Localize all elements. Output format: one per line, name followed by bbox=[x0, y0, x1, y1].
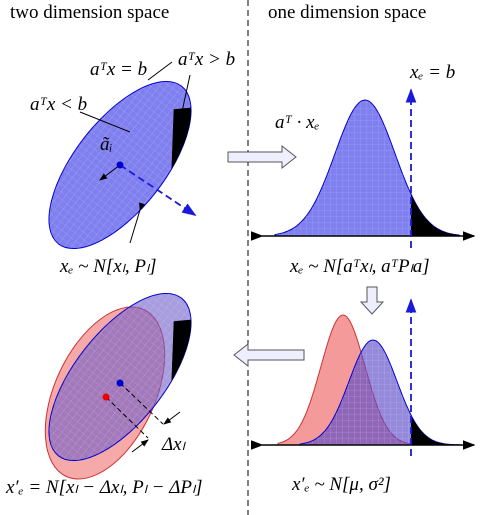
label: ãᵢ bbox=[100, 134, 113, 155]
ellipse bbox=[48, 61, 197, 250]
arrow bbox=[227, 144, 297, 170]
curve bbox=[300, 340, 460, 445]
header: one dimension space bbox=[268, 2, 426, 23]
header: two dimension space bbox=[10, 2, 169, 23]
distribution bbox=[274, 99, 462, 237]
label: aᵀx > b bbox=[178, 49, 235, 70]
curve bbox=[411, 194, 460, 236]
label: Δxₗ bbox=[161, 434, 187, 455]
label: xₑ ~ N[xₗ, Pₗ] bbox=[59, 256, 157, 277]
label: aᵀ · xₑ bbox=[275, 112, 320, 133]
label: aᵀx < b bbox=[30, 94, 87, 115]
label: aᵀx = b bbox=[90, 59, 147, 80]
arrow bbox=[233, 342, 305, 368]
label: xₑ ~ N[aᵀxₗ, aᵀPₗa] bbox=[289, 256, 430, 277]
arrow bbox=[359, 286, 385, 315]
label: x′ₑ = N[xₗ − Δxₗ, Pₗ − ΔPₗ] bbox=[5, 477, 203, 498]
label: xₑ = b bbox=[409, 62, 455, 83]
ellipse bbox=[44, 292, 192, 480]
curve bbox=[411, 415, 460, 445]
label: x′ₑ ~ N[μ, σ²] bbox=[291, 474, 391, 495]
distribution bbox=[277, 314, 461, 446]
